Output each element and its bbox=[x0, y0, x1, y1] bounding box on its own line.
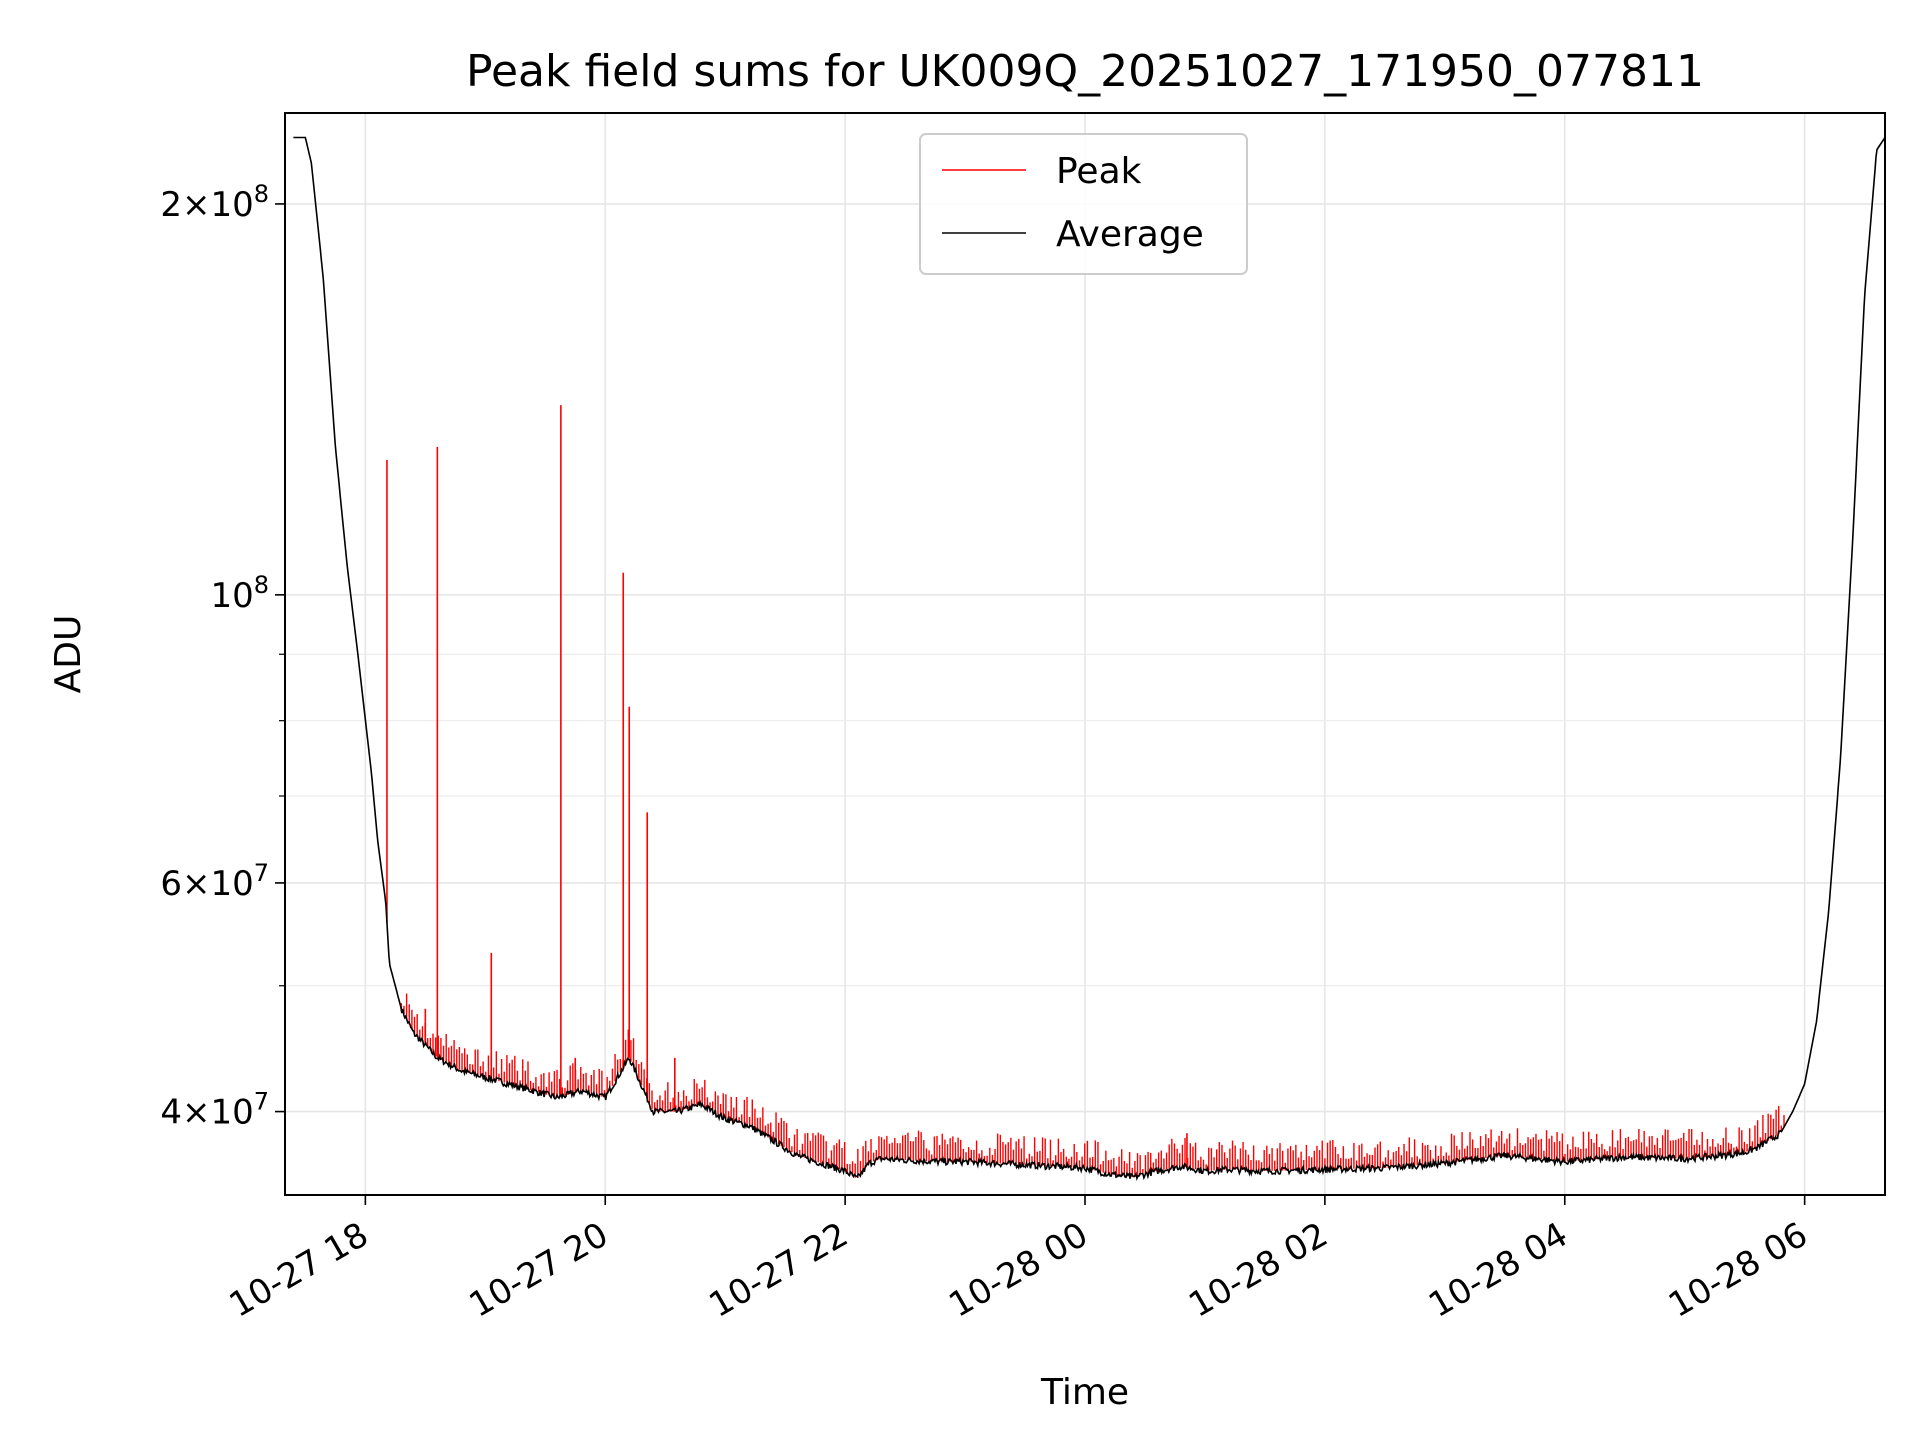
chart-title: Peak field sums for UK009Q_20251027_1719… bbox=[466, 46, 1704, 97]
legend: Peak Average bbox=[919, 133, 1248, 275]
grid bbox=[285, 113, 1885, 1195]
average-series-line bbox=[293, 136, 1886, 1182]
y-tick-label: 108 bbox=[210, 571, 269, 616]
x-tick-label: 10-27 22 bbox=[703, 1215, 855, 1326]
x-tick-label: 10-28 04 bbox=[1422, 1215, 1574, 1326]
legend-peak-label: Peak bbox=[1056, 151, 1142, 192]
x-tick-label: 10-28 06 bbox=[1662, 1215, 1814, 1326]
y-tick-label: 2×108 bbox=[160, 180, 269, 225]
x-tick-label: 10-28 02 bbox=[1182, 1215, 1334, 1326]
x-tick-label: 10-27 20 bbox=[463, 1215, 615, 1326]
y-axis-label: ADU bbox=[48, 615, 89, 694]
y-tick-label: 4×107 bbox=[160, 1088, 269, 1133]
legend-average-label: Average bbox=[1056, 214, 1204, 255]
y-tick-label: 6×107 bbox=[160, 859, 269, 904]
legend-box bbox=[919, 133, 1248, 275]
axis-ticks: 10-27 18 10-27 20 10-27 22 10-28 00 10-28 02… bbox=[160, 180, 1814, 1326]
x-tick-label: 10-28 00 bbox=[942, 1215, 1094, 1326]
x-tick-label: 10-27 18 bbox=[223, 1215, 375, 1326]
x-axis-label: Time bbox=[1040, 1372, 1129, 1413]
